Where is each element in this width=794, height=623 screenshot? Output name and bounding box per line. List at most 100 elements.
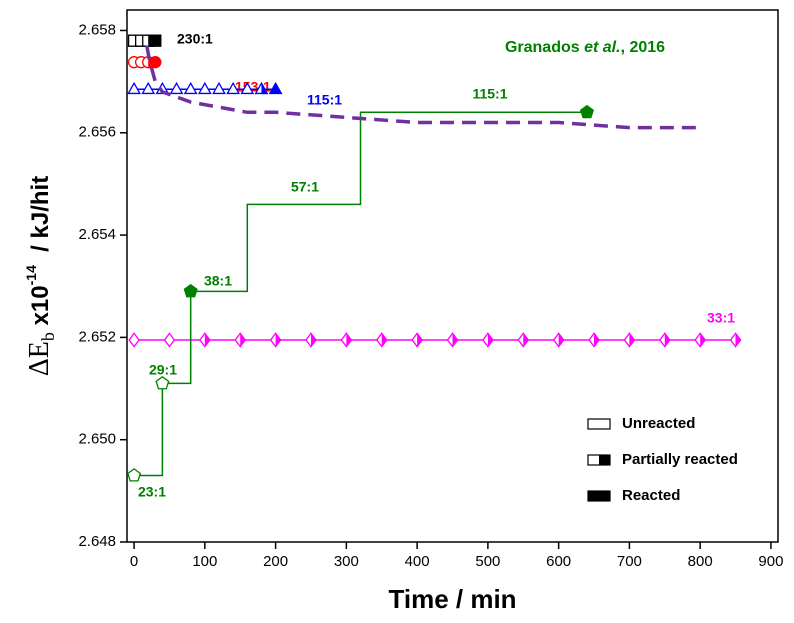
marker-half — [735, 332, 742, 348]
marker — [199, 332, 211, 348]
marker — [375, 332, 388, 348]
step-label: 29:1 — [149, 362, 177, 378]
marker — [127, 468, 142, 482]
y-tick-label: 2.648 — [78, 533, 116, 550]
marker — [163, 332, 176, 348]
legend-marker — [587, 454, 611, 466]
marker-shape — [240, 81, 255, 95]
marker — [268, 81, 283, 95]
marker — [149, 56, 162, 69]
marker-half — [381, 332, 388, 348]
marker-half — [261, 81, 269, 95]
series-label: 115:1 — [307, 92, 342, 108]
y-tick-label: 2.654 — [78, 226, 116, 243]
marker — [234, 332, 246, 348]
marker-half — [310, 332, 317, 348]
marker — [623, 332, 636, 348]
marker-half — [558, 332, 565, 348]
marker — [659, 332, 671, 348]
marker — [482, 332, 494, 348]
x-tick-label: 300 — [334, 553, 359, 570]
marker — [127, 81, 141, 95]
marker — [552, 332, 565, 348]
marker-shape — [141, 81, 156, 95]
marker — [269, 332, 282, 348]
marker-half — [275, 332, 282, 348]
y-axis-title: ΔEb x10-14 / kJ/hit — [23, 176, 58, 376]
marker — [149, 34, 162, 47]
marker — [305, 332, 317, 348]
marker-shape — [197, 81, 212, 95]
marker-shape — [212, 81, 226, 95]
step-label: 38:1 — [204, 273, 232, 289]
x-tick-label: 200 — [263, 553, 288, 570]
series-label: 33:1 — [707, 310, 735, 326]
marker — [240, 81, 255, 95]
y-tick-label: 2.658 — [78, 21, 116, 38]
x-tick-label: 900 — [758, 553, 783, 570]
series-label: 230:1 — [177, 31, 213, 47]
marker — [579, 104, 594, 119]
x-tick-label: 100 — [192, 553, 217, 570]
x-tick-label: 600 — [546, 553, 571, 570]
legend-swatch — [587, 490, 611, 502]
step-line — [134, 111, 587, 477]
marker-shape — [127, 81, 141, 95]
marker-shape — [127, 468, 142, 482]
marker — [183, 81, 198, 95]
annotation-part: et al. — [584, 39, 620, 56]
legend-swatch — [587, 418, 611, 430]
x-tick-label: 800 — [688, 553, 713, 570]
legend-marker — [587, 418, 611, 430]
x-tick-label: 0 — [130, 553, 138, 570]
marker-half — [204, 332, 211, 348]
marker-half — [523, 332, 530, 348]
marker-shape — [155, 376, 170, 390]
y-tick-label: 2.656 — [78, 124, 116, 141]
legend-marker — [587, 490, 611, 502]
step-label: 57:1 — [291, 179, 319, 195]
y-tick-label: 2.652 — [78, 328, 116, 345]
y-axis-title-part: / kJ/hit — [27, 176, 54, 265]
annotation: Granados et al., 2016 — [505, 39, 665, 56]
marker — [446, 332, 459, 348]
legend-label: Unreacted — [622, 415, 695, 432]
plot-frame — [126, 9, 779, 543]
marker — [254, 81, 269, 95]
legend-label: Reacted — [622, 487, 680, 504]
legend-label: Partially reacted — [622, 451, 738, 468]
marker — [694, 332, 706, 348]
y-axis-title-part: b — [38, 332, 58, 341]
marker-shape — [169, 81, 184, 95]
x-tick-label: 400 — [405, 553, 430, 570]
marker — [155, 376, 170, 390]
marker-shape — [226, 81, 241, 95]
step-label: 115:1 — [472, 86, 507, 102]
y-axis-title-part: x10 — [27, 285, 54, 332]
marker — [588, 332, 600, 348]
marker — [226, 81, 241, 95]
marker-half — [452, 332, 459, 348]
marker-half — [594, 332, 600, 348]
legend-swatch-half — [599, 455, 610, 465]
y-tick-label: 2.650 — [78, 431, 116, 448]
marker — [197, 81, 212, 95]
marker-shape — [163, 332, 176, 348]
marker-half — [629, 332, 636, 348]
marker — [169, 81, 184, 95]
marker — [340, 332, 353, 348]
marker-half — [417, 332, 423, 348]
annotation-part: , 2016 — [621, 39, 666, 56]
marker — [729, 332, 742, 348]
marker-half — [664, 332, 671, 348]
marker — [128, 332, 140, 348]
fit-curve — [145, 45, 701, 130]
marker-half — [487, 332, 494, 348]
y-axis-title-part: -14 — [23, 265, 39, 285]
marker-shape — [149, 56, 162, 69]
marker-half — [700, 332, 706, 348]
marker-shape — [128, 332, 140, 348]
y-axis-title-part: ΔE — [24, 341, 55, 376]
marker-shape — [183, 81, 198, 95]
